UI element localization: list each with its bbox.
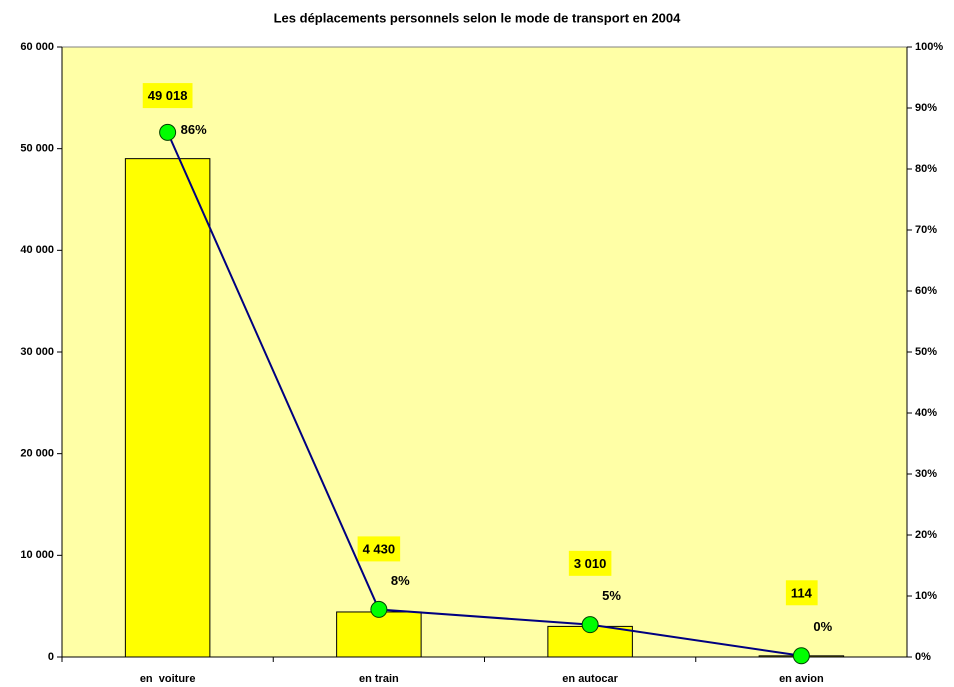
y2-tick-label: 100% [915,41,943,53]
line-value-label: 0% [813,619,832,634]
line-marker [581,616,599,634]
y-tick-label: 30 000 [20,346,54,358]
y-tick-label: 40 000 [20,244,54,256]
y2-tick-label: 10% [915,590,937,602]
y-tick-label: 0 [48,651,54,663]
line [166,131,802,657]
bar-value-label: 4 430 [363,541,396,556]
bar-value-label: 3 010 [574,556,607,571]
x-tick-label: en avion [779,673,824,685]
line-marker [159,123,177,141]
x-tick-label: en train [359,673,399,685]
y2-tick-label: 90% [915,102,937,114]
line-marker [792,647,810,665]
y2-tick-label: 30% [915,468,937,480]
y2-tick-label: 40% [915,407,937,419]
y-tick-label: 50 000 [20,143,54,155]
y2-tick-label: 70% [915,224,937,236]
x-tick-label: en autocar [562,673,618,685]
line-value-label: 8% [391,573,410,588]
y2-tick-label: 50% [915,346,937,358]
y2-tick-label: 20% [915,529,937,541]
line-value-label: 86% [181,122,207,137]
y-tick-label: 10 000 [20,549,54,561]
bar [336,611,422,658]
bar [124,158,211,658]
y-tick-label: 20 000 [20,448,54,460]
chart-title: Les déplacements personnels selon le mod… [274,10,682,25]
data-label-bg [785,580,818,606]
line-marker [370,600,388,618]
line-value-label: 5% [602,588,621,603]
x-tick-label: en voiture [140,673,196,685]
y2-tick-label: 80% [915,163,937,175]
y-tick-label: 60 000 [20,41,54,53]
data-label-bg [142,83,193,109]
y2-tick-label: 60% [915,285,937,297]
bar-value-label: 114 [791,585,813,600]
bar-value-label: 49 018 [148,88,188,103]
y2-tick-label: 0% [915,651,931,663]
data-label-bg [357,536,401,562]
data-label-bg [568,550,612,576]
